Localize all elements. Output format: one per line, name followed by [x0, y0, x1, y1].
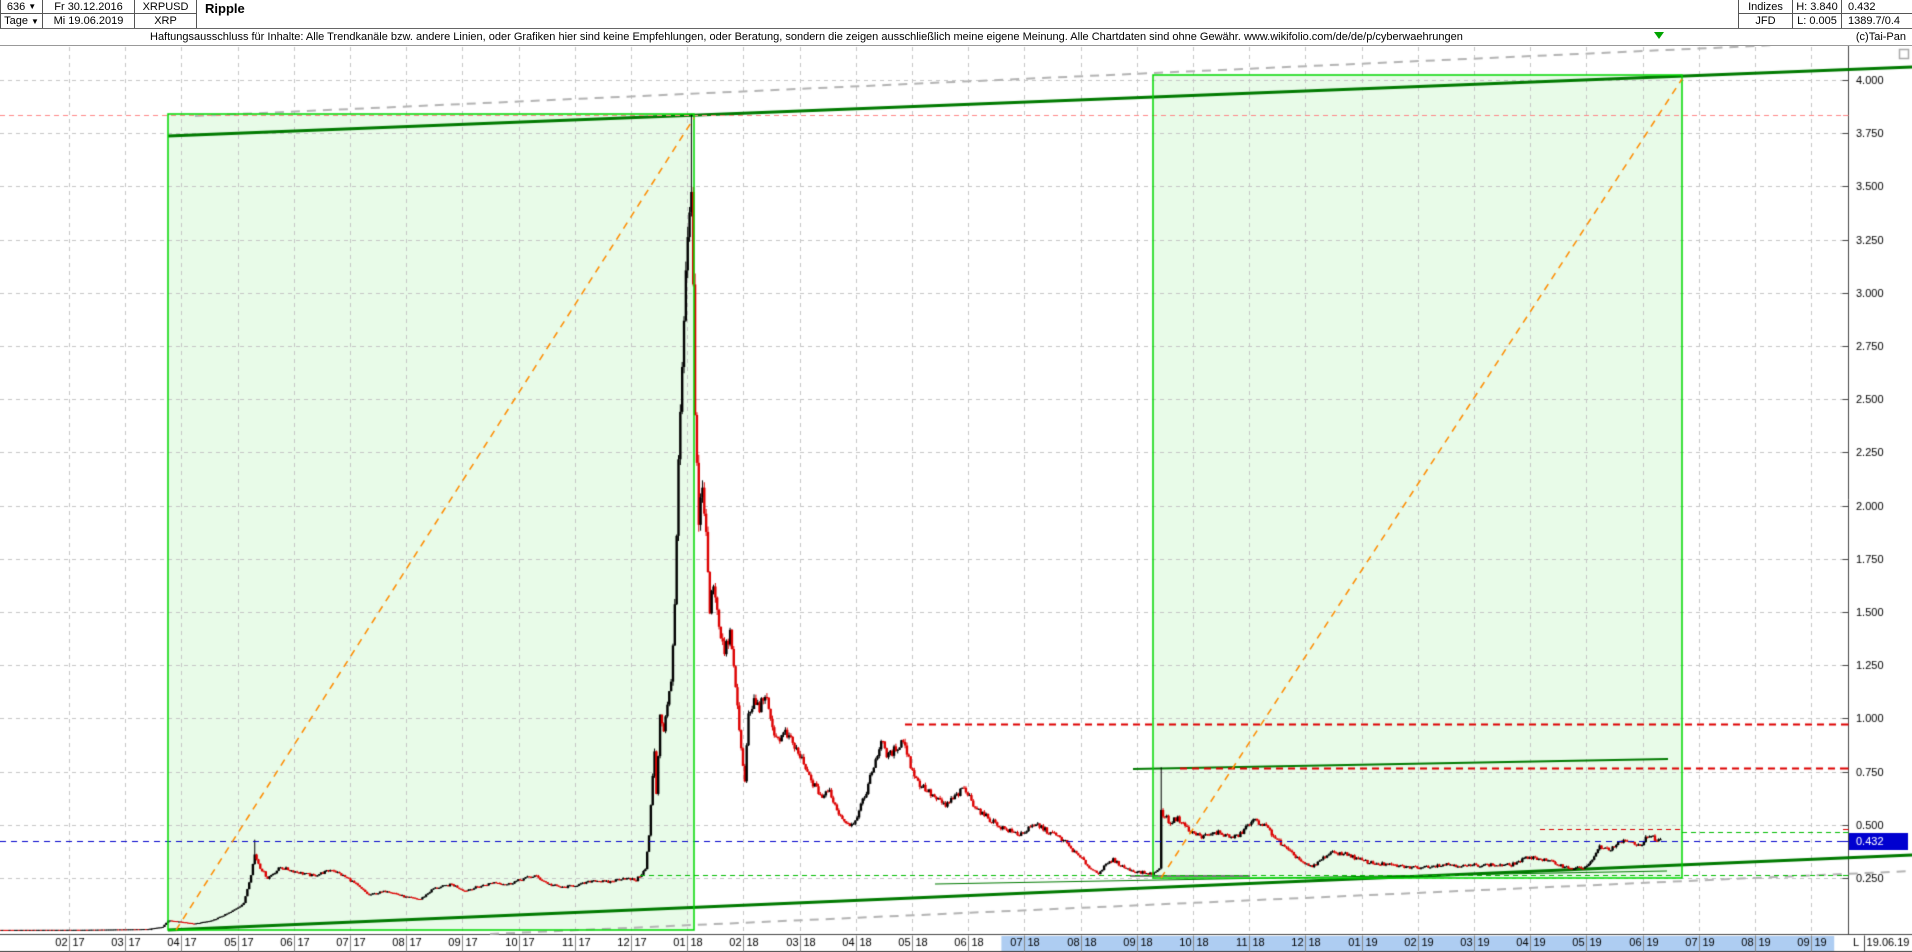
chevron-down-icon: ▼	[28, 2, 37, 11]
last-price-cell: 0.432	[1842, 0, 1912, 14]
date-to-value: Mi 19.06.2019	[53, 15, 124, 27]
date-from-value: Fr 30.12.2016	[54, 0, 123, 13]
copyright-text: (c)Tai-Pan	[1855, 31, 1906, 43]
bars-count-value: 636	[6, 0, 26, 13]
bars-count-dropdown[interactable]: 636 ▼	[0, 0, 43, 14]
symbol-value: XRPUSD	[142, 0, 189, 13]
last-bar-marker-icon	[1654, 32, 1664, 39]
price-chart-canvas[interactable]	[0, 46, 1912, 952]
date-from-field[interactable]: Fr 30.12.2016	[43, 0, 135, 14]
disclaimer-row: Haftungsausschluss für Inhalte: Alle Tre…	[0, 29, 1912, 46]
chart-header-bar: 636 ▼ Fr 30.12.2016 XRPUSD Tage ▼ Mi 19.06…	[0, 0, 1912, 29]
volume-value: 1389.7/0.4	[1848, 15, 1900, 27]
date-to-field[interactable]: Mi 19.06.2019	[43, 14, 135, 28]
symbol-field[interactable]: XRPUSD	[135, 0, 197, 14]
timeframe-dropdown[interactable]: Tage ▼	[0, 14, 43, 28]
high-cell: H: 3.840	[1793, 0, 1842, 14]
last-price-value: 0.432	[1848, 0, 1876, 13]
low-value: L: 0.005	[1797, 15, 1837, 27]
disclaimer-text: Haftungsausschluss für Inhalte: Alle Tre…	[150, 31, 1463, 43]
low-cell: L: 0.005	[1793, 14, 1842, 28]
category-value: Indizes	[1748, 0, 1783, 13]
high-value: H: 3.840	[1796, 0, 1838, 13]
symbol-short-value: XRP	[154, 15, 177, 27]
chevron-down-icon: ▼	[30, 16, 39, 26]
volume-cell: 1389.7/0.4	[1842, 14, 1912, 28]
timeframe-value: Tage	[4, 15, 28, 27]
provider-cell: JFD	[1738, 14, 1793, 28]
chart-area	[0, 46, 1912, 952]
instrument-title: Ripple	[205, 1, 245, 16]
symbol-short-field: XRP	[135, 14, 197, 28]
category-cell: Indizes	[1738, 0, 1793, 14]
provider-value: JFD	[1755, 15, 1776, 27]
